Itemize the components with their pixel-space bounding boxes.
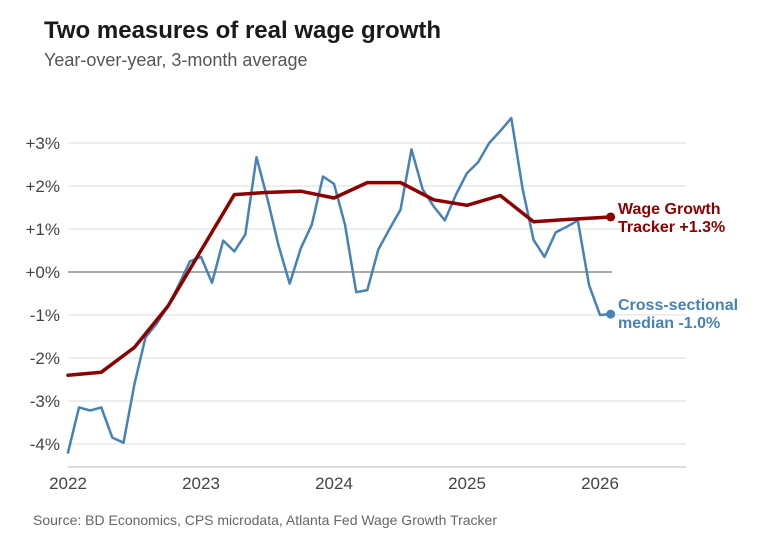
series-line-1	[66, 116, 612, 454]
series-label-1: Cross-sectional	[618, 297, 738, 314]
y-tick-label: -4%	[30, 435, 60, 454]
y-tick-label: -1%	[30, 306, 60, 325]
series-end-marker-1	[606, 309, 616, 319]
chart-title: Two measures of real wage growth	[44, 17, 441, 44]
series-end-marker-0	[606, 212, 616, 222]
y-tick-label: +3%	[26, 134, 61, 153]
source-note: Source: BD Economics, CPS microdata, Atl…	[33, 512, 497, 528]
y-tick-label: +0%	[26, 263, 61, 282]
chart-subtitle: Year-over-year, 3-month average	[44, 50, 308, 70]
x-tick-label: 2024	[315, 474, 353, 493]
x-tick-label: 2026	[581, 474, 619, 493]
x-tick-label: 2022	[49, 474, 87, 493]
series-label-0: Wage Growth	[618, 201, 721, 218]
y-tick-label: +2%	[26, 177, 61, 196]
series-label-0: Tracker +1.3%	[618, 219, 725, 236]
series-lines	[66, 116, 616, 454]
grid-lines	[68, 142, 686, 445]
series-line-0	[66, 180, 613, 377]
axes: -4% -3% -2% -1% +0% +1% +2% +3% 2022 2023 2024 2025…	[26, 134, 686, 493]
x-tick-label: 2025	[448, 474, 486, 493]
y-tick-label: -2%	[30, 349, 60, 368]
series-label-1: median -1.0%	[618, 315, 720, 332]
y-tick-label: -3%	[30, 392, 60, 411]
x-tick-label: 2023	[182, 474, 220, 493]
y-tick-label: +1%	[26, 220, 61, 239]
